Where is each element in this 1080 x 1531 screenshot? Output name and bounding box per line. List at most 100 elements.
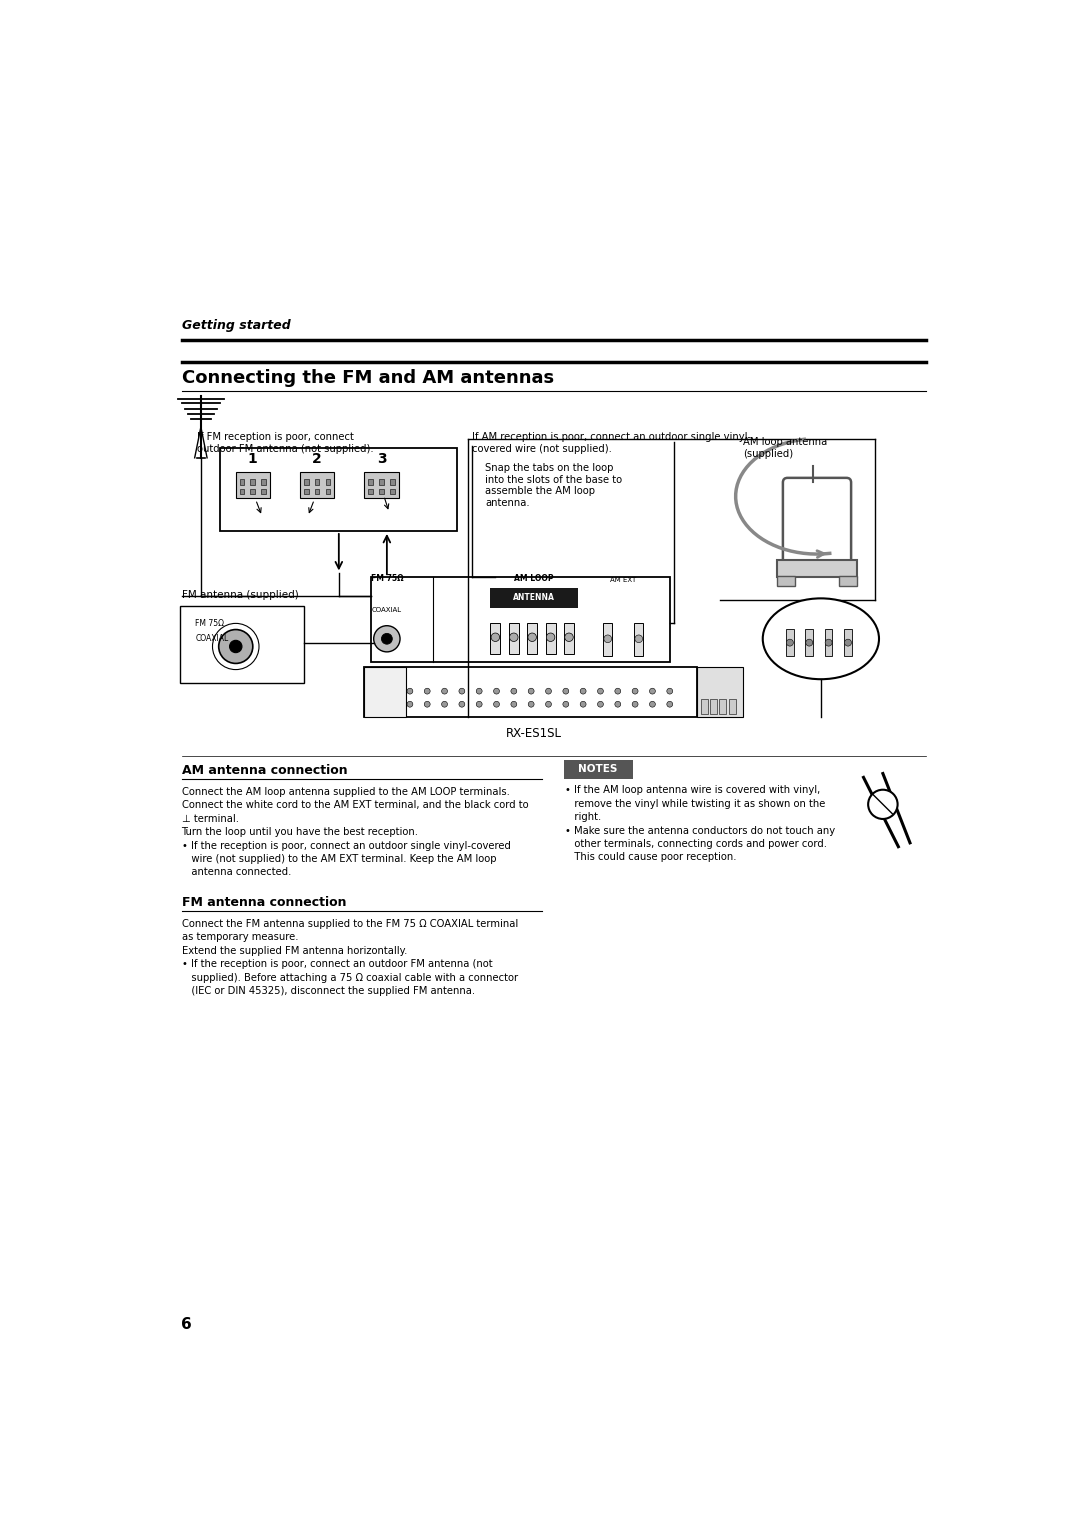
Bar <box>326 479 330 485</box>
Text: • If the AM loop antenna wire is covered with vinyl,: • If the AM loop antenna wire is covered… <box>565 785 821 795</box>
FancyBboxPatch shape <box>564 759 633 779</box>
Circle shape <box>806 638 813 646</box>
Circle shape <box>632 701 638 707</box>
Text: Extend the supplied FM antenna horizontally.: Extend the supplied FM antenna horizonta… <box>181 946 407 955</box>
Text: FM 75Ω: FM 75Ω <box>370 574 403 583</box>
Circle shape <box>528 689 535 694</box>
Text: Connect the AM loop antenna supplied to the AM LOOP terminals.: Connect the AM loop antenna supplied to … <box>181 787 510 796</box>
Circle shape <box>494 701 499 707</box>
Bar <box>710 698 717 715</box>
Circle shape <box>604 635 611 643</box>
Bar <box>314 479 320 485</box>
Text: RX-ES1SL: RX-ES1SL <box>507 727 562 741</box>
Circle shape <box>565 632 573 641</box>
Bar <box>719 698 727 715</box>
Circle shape <box>649 689 656 694</box>
Circle shape <box>390 701 395 707</box>
Circle shape <box>666 689 673 694</box>
Text: • If the reception is poor, connect an outdoor single vinyl-covered: • If the reception is poor, connect an o… <box>181 841 511 851</box>
Circle shape <box>580 689 586 694</box>
Circle shape <box>649 701 656 707</box>
FancyBboxPatch shape <box>783 478 851 568</box>
Circle shape <box>511 689 517 694</box>
Ellipse shape <box>762 599 879 680</box>
Circle shape <box>494 689 499 694</box>
Bar <box>368 479 373 485</box>
Bar <box>368 488 373 495</box>
Circle shape <box>442 701 447 707</box>
Text: • Make sure the antenna conductors do not touch any: • Make sure the antenna conductors do no… <box>565 825 835 836</box>
Bar <box>364 668 697 718</box>
Bar <box>314 488 320 495</box>
Circle shape <box>407 701 413 707</box>
FancyBboxPatch shape <box>364 472 399 498</box>
Text: ⊥ terminal.: ⊥ terminal. <box>181 813 239 824</box>
Text: AM antenna connection: AM antenna connection <box>181 764 347 776</box>
Circle shape <box>786 638 794 646</box>
FancyBboxPatch shape <box>490 588 578 608</box>
FancyBboxPatch shape <box>235 472 270 498</box>
Text: FM 75Ω: FM 75Ω <box>195 619 225 628</box>
Circle shape <box>528 632 537 641</box>
Bar <box>390 479 394 485</box>
FancyBboxPatch shape <box>300 472 334 498</box>
Circle shape <box>825 638 832 646</box>
Text: supplied). Before attaching a 75 Ω coaxial cable with a connector: supplied). Before attaching a 75 Ω coaxi… <box>181 972 517 983</box>
Circle shape <box>597 701 604 707</box>
Circle shape <box>511 701 517 707</box>
Text: 3: 3 <box>377 453 387 467</box>
Circle shape <box>424 701 430 707</box>
Text: COAXIAL: COAXIAL <box>195 634 229 643</box>
Circle shape <box>459 701 464 707</box>
Bar <box>303 479 309 485</box>
Circle shape <box>476 701 482 707</box>
Circle shape <box>374 626 400 652</box>
Text: as temporary measure.: as temporary measure. <box>181 932 298 942</box>
Circle shape <box>580 701 586 707</box>
Text: (IEC or DIN 45325), disconnect the supplied FM antenna.: (IEC or DIN 45325), disconnect the suppl… <box>181 986 474 997</box>
Text: • If the reception is poor, connect an outdoor FM antenna (not: • If the reception is poor, connect an o… <box>181 958 492 969</box>
Text: 1: 1 <box>248 453 258 467</box>
Circle shape <box>563 701 569 707</box>
Circle shape <box>666 701 673 707</box>
Circle shape <box>615 689 621 694</box>
Text: ANTENNA: ANTENNA <box>513 594 555 603</box>
Bar <box>825 629 833 655</box>
Text: NOTES: NOTES <box>579 764 618 775</box>
Bar <box>777 576 795 586</box>
Text: Connecting the FM and AM antennas: Connecting the FM and AM antennas <box>181 369 554 387</box>
Bar <box>372 577 670 661</box>
Text: other terminals, connecting cords and power cord.: other terminals, connecting cords and po… <box>565 839 827 850</box>
Bar <box>251 479 255 485</box>
Circle shape <box>632 689 638 694</box>
Text: Connect the white cord to the AM EXT terminal, and the black cord to: Connect the white cord to the AM EXT ter… <box>181 801 528 810</box>
Text: Turn the loop until you have the best reception.: Turn the loop until you have the best re… <box>181 827 419 837</box>
Bar <box>527 623 537 654</box>
Text: AM loop antenna
(supplied): AM loop antenna (supplied) <box>743 436 827 459</box>
Bar <box>564 623 575 654</box>
Bar <box>261 488 266 495</box>
Circle shape <box>845 638 851 646</box>
Bar <box>220 449 457 531</box>
Circle shape <box>491 632 500 641</box>
Circle shape <box>230 640 242 652</box>
Circle shape <box>373 701 378 707</box>
Bar <box>379 479 383 485</box>
Bar <box>303 488 309 495</box>
Bar <box>634 623 644 655</box>
Circle shape <box>528 701 535 707</box>
Circle shape <box>545 701 552 707</box>
Bar <box>379 488 383 495</box>
Circle shape <box>442 689 447 694</box>
Circle shape <box>424 689 430 694</box>
Circle shape <box>218 629 253 663</box>
Circle shape <box>635 635 643 643</box>
Text: remove the vinyl while twisting it as shown on the: remove the vinyl while twisting it as sh… <box>565 799 825 808</box>
Text: COAXIAL: COAXIAL <box>372 606 402 612</box>
Bar <box>490 623 500 654</box>
Bar <box>806 629 813 655</box>
Bar <box>240 488 244 495</box>
Text: FM antenna (supplied): FM antenna (supplied) <box>181 589 298 600</box>
Text: If AM reception is poor, connect an outdoor single vinyl-
covered wire (not supp: If AM reception is poor, connect an outd… <box>472 432 752 455</box>
Text: If FM reception is poor, connect
outdoor FM antenna (not supplied).: If FM reception is poor, connect outdoor… <box>197 432 374 455</box>
